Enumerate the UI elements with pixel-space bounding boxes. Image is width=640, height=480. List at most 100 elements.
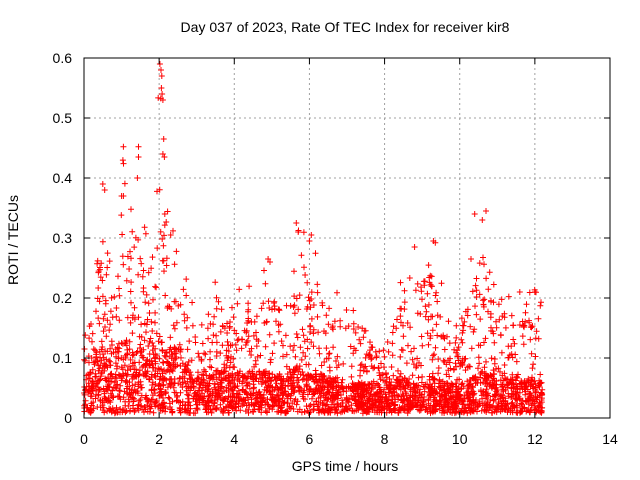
data-point xyxy=(460,383,467,390)
data-point xyxy=(461,356,468,362)
y-tick-label: 0.5 xyxy=(53,110,73,126)
data-point xyxy=(381,403,388,410)
data-point xyxy=(146,310,153,316)
data-point xyxy=(519,397,526,404)
data-point xyxy=(537,302,544,309)
data-point xyxy=(292,353,299,360)
data-point xyxy=(116,387,123,394)
data-point xyxy=(456,395,463,402)
data-point xyxy=(103,271,110,278)
data-point xyxy=(437,313,444,320)
data-point xyxy=(475,365,481,372)
data-point xyxy=(365,408,371,415)
data-point xyxy=(82,387,89,394)
data-point xyxy=(93,308,99,315)
data-point xyxy=(434,332,441,339)
data-point xyxy=(183,324,190,331)
data-point xyxy=(143,291,150,298)
data-point xyxy=(325,405,332,412)
data-point xyxy=(218,306,225,313)
data-point xyxy=(141,337,148,344)
data-point xyxy=(109,387,116,394)
data-point xyxy=(345,384,352,391)
data-point xyxy=(187,375,193,382)
data-point xyxy=(362,363,369,370)
data-point xyxy=(107,399,114,406)
data-point xyxy=(339,376,346,383)
data-point xyxy=(444,381,451,388)
data-point xyxy=(429,327,436,334)
data-point xyxy=(104,348,111,355)
data-point xyxy=(201,366,207,373)
data-point xyxy=(468,345,475,352)
data-point xyxy=(512,395,519,402)
data-point xyxy=(123,385,130,392)
data-point xyxy=(152,358,159,365)
data-point xyxy=(499,384,506,390)
data-point xyxy=(152,345,159,352)
data-point xyxy=(509,407,516,414)
data-point xyxy=(182,402,188,409)
data-point xyxy=(104,383,111,390)
data-point xyxy=(325,395,332,402)
data-point xyxy=(181,317,188,324)
data-point xyxy=(292,367,299,373)
data-point xyxy=(155,94,162,101)
data-point xyxy=(339,400,346,406)
data-point xyxy=(339,383,346,390)
data-point xyxy=(534,394,541,401)
data-point xyxy=(484,401,491,408)
data-point xyxy=(352,383,359,390)
data-point xyxy=(505,343,512,350)
data-point xyxy=(93,380,100,387)
data-point xyxy=(462,308,469,315)
data-point xyxy=(196,387,203,394)
data-point xyxy=(377,376,384,383)
data-point xyxy=(477,316,484,323)
data-point xyxy=(490,375,497,382)
data-point xyxy=(127,356,134,363)
data-point xyxy=(425,384,432,391)
data-point xyxy=(294,408,301,415)
data-point xyxy=(273,318,279,325)
data-point xyxy=(304,345,311,352)
data-point xyxy=(388,379,395,386)
data-point xyxy=(205,403,212,410)
data-point xyxy=(441,391,448,398)
data-point xyxy=(388,364,395,370)
data-point xyxy=(184,346,191,353)
data-point xyxy=(142,372,149,379)
data-point xyxy=(527,336,534,343)
data-point xyxy=(309,395,315,402)
data-point xyxy=(520,323,527,329)
data-point xyxy=(211,381,218,388)
data-point xyxy=(199,340,206,347)
data-point xyxy=(190,380,197,387)
data-point xyxy=(102,324,108,330)
data-point xyxy=(113,313,120,320)
data-point xyxy=(499,372,506,379)
data-point xyxy=(302,396,308,403)
data-point xyxy=(194,405,201,412)
data-point xyxy=(453,394,460,401)
data-point xyxy=(163,219,170,225)
data-point xyxy=(132,234,139,241)
data-point xyxy=(396,383,403,390)
data-point xyxy=(350,307,357,314)
data-point xyxy=(86,359,92,366)
data-point xyxy=(324,389,331,396)
data-point xyxy=(256,388,263,395)
data-point xyxy=(495,390,501,397)
data-point xyxy=(318,386,325,393)
data-point xyxy=(393,325,400,332)
data-point xyxy=(258,305,265,312)
data-point xyxy=(148,318,155,325)
data-point xyxy=(293,401,300,408)
data-point xyxy=(455,344,462,351)
data-point xyxy=(371,397,378,404)
data-point xyxy=(310,302,317,308)
data-point xyxy=(208,409,215,416)
data-point xyxy=(404,320,411,326)
data-point xyxy=(360,334,367,341)
data-point xyxy=(126,398,133,405)
